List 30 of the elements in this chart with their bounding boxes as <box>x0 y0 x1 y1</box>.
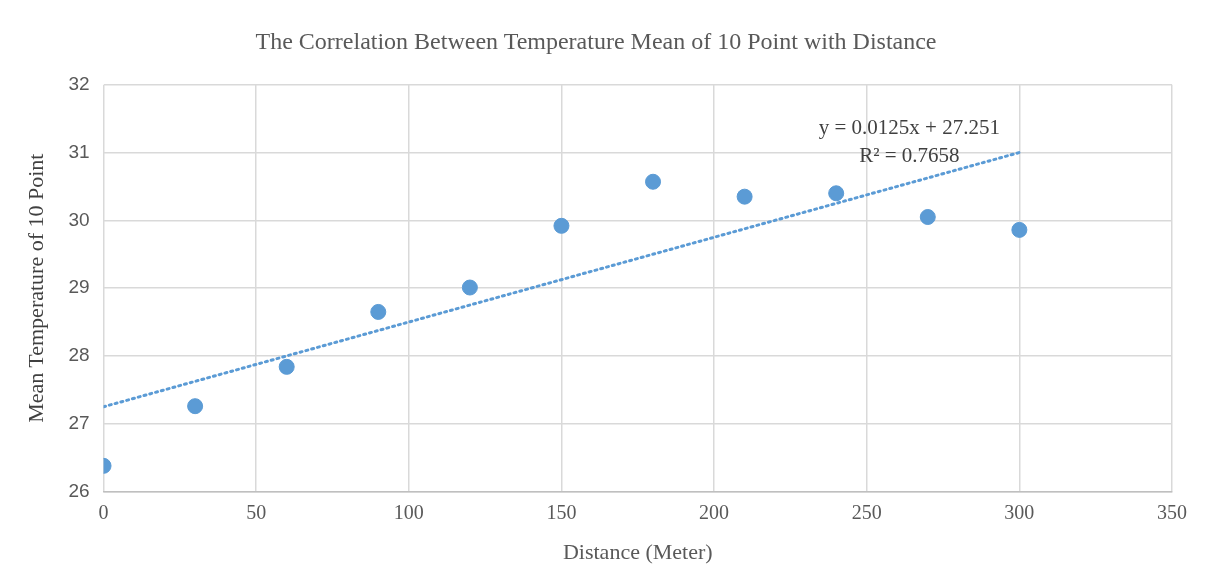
chart-title: The Correlation Between Temperature Mean of 10 Point with Distance <box>255 27 937 54</box>
x-tick-label: 300 <box>1004 500 1035 523</box>
point <box>736 188 753 205</box>
x-tick-label: 350 <box>1157 500 1187 523</box>
y-axis-title: Mean Temperature of 10 Point <box>22 153 48 423</box>
annotation: R² = 0.7658 <box>859 142 960 167</box>
annotation: y = 0.0125x + 27.251 <box>818 114 1000 139</box>
point <box>461 279 478 296</box>
x-axis-title: Distance (Meter) <box>562 538 713 564</box>
point <box>187 398 204 415</box>
y-tick-label: 28 <box>68 344 90 366</box>
x-tick-label: 200 <box>699 500 730 523</box>
point <box>1011 221 1028 238</box>
y-tick-label: 29 <box>68 276 90 298</box>
y-tick-label: 30 <box>68 208 90 230</box>
y-tick-label: 26 <box>68 479 90 501</box>
point <box>919 209 936 226</box>
x-tick-label: 150 <box>546 500 577 523</box>
point <box>828 185 845 202</box>
point <box>278 358 295 375</box>
x-tick-label: 100 <box>393 500 424 523</box>
x-tick-label: 50 <box>246 500 267 523</box>
point <box>370 303 387 320</box>
x-tick-label: 250 <box>851 500 882 523</box>
y-tick-label: 31 <box>68 140 90 162</box>
point <box>553 217 570 234</box>
y-tick-label: 27 <box>68 412 90 434</box>
point <box>645 173 662 190</box>
x-tick-label: 0 <box>98 500 109 523</box>
y-tick-label: 32 <box>68 73 90 95</box>
